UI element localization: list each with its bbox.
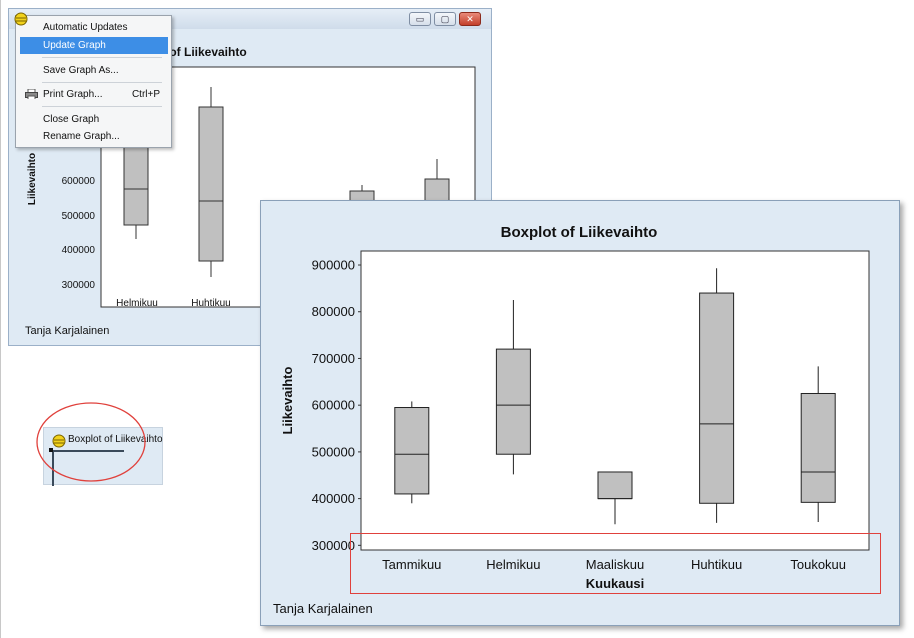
chart-title: Boxplot of Liikevaihto (501, 224, 658, 241)
x-tick-label: Huhtikuu (691, 557, 742, 572)
annotation-ellipse (36, 402, 146, 482)
minitab-graph-icon (52, 434, 66, 448)
fg-footer-text: Tanja Karjalainen (273, 601, 373, 616)
menu-item-print-graph[interactable]: Print Graph... Ctrl+P (20, 86, 168, 103)
foreground-graph-window[interactable]: Boxplot of Liikevaihto Liikevaihto Kuuka… (260, 200, 900, 626)
printer-icon (25, 89, 38, 99)
y-tick-label: 700000 (312, 351, 355, 366)
annotation-rectangle (350, 533, 881, 594)
graph-frame-corner (52, 450, 124, 486)
bg-box (123, 146, 149, 226)
bg-footer-text: Tanja Karjalainen (25, 325, 110, 337)
bg-ylabel: Liikevaihto (27, 153, 38, 205)
box-iqr (597, 471, 633, 500)
bg-ytick: 300000 (62, 280, 96, 291)
small-window-title: Boxplot of Liikevaihto (68, 434, 163, 445)
graph-context-menu[interactable]: Automatic Updates Update Graph Save Grap… (14, 12, 172, 148)
bg-box (198, 106, 224, 262)
shortcut-label: Ctrl+P (131, 89, 160, 100)
x-axis-label: Kuukausi (586, 576, 645, 591)
menu-separator (42, 82, 162, 83)
minitab-graph-icon (14, 12, 28, 26)
menu-item-close-graph[interactable]: Close Graph (20, 111, 168, 128)
y-axis-label: Liikevaihto (280, 366, 295, 434)
y-tick-label: 300000 (312, 538, 355, 553)
menu-separator (42, 106, 162, 107)
bg-ytick: 400000 (62, 245, 96, 256)
menu-item-label: Print Graph... (43, 89, 103, 100)
x-tick-label: Helmikuu (486, 557, 540, 572)
y-tick-label: 900000 (312, 258, 355, 273)
box-iqr (394, 407, 430, 495)
menu-item-rename-graph[interactable]: Rename Graph... (20, 128, 168, 145)
menu-item-label: Save Graph As... (43, 65, 119, 76)
x-tick-label: Toukokuu (790, 557, 846, 572)
y-tick-label: 500000 (312, 444, 355, 459)
menu-item-label: Close Graph (43, 114, 100, 125)
page-edge-line (0, 0, 1, 638)
resize-handle[interactable] (49, 448, 53, 452)
y-tick-label: 800000 (312, 304, 355, 319)
x-tick-label: Tammikuu (382, 557, 441, 572)
menu-item-save-graph-as[interactable]: Save Graph As... (20, 62, 168, 79)
bg-xtick: Helmikuu (116, 298, 158, 309)
menu-item-automatic-updates[interactable]: Automatic Updates (20, 19, 168, 36)
y-tick-label: 600000 (312, 398, 355, 413)
box-iqr (800, 392, 836, 503)
maximize-button[interactable]: ▢ (434, 12, 456, 26)
menu-item-label: Rename Graph... (43, 131, 120, 142)
close-button[interactable]: ✕ (459, 12, 481, 26)
menu-item-label: Automatic Updates (43, 22, 128, 33)
x-tick-label: Maaliskuu (586, 557, 645, 572)
y-tick-label: 400000 (312, 491, 355, 506)
menu-item-label: Update Graph (43, 40, 106, 51)
bg-ytick: 500000 (62, 211, 96, 222)
menu-item-update-graph[interactable]: Update Graph (20, 37, 168, 54)
background-graph-window[interactable]: ▭ ▢ ✕ Boxplot of Liikevaihto Liikevaihto… (8, 8, 492, 346)
bg-xtick: Huhtikuu (191, 298, 230, 309)
box-iqr (495, 348, 531, 455)
menu-separator (42, 57, 162, 58)
bg-ytick: 600000 (62, 176, 96, 187)
box-iqr (699, 292, 735, 504)
boxplot-chart: Boxplot of Liikevaihto Liikevaihto Kuuka… (280, 224, 870, 591)
minimize-button[interactable]: ▭ (409, 12, 431, 26)
